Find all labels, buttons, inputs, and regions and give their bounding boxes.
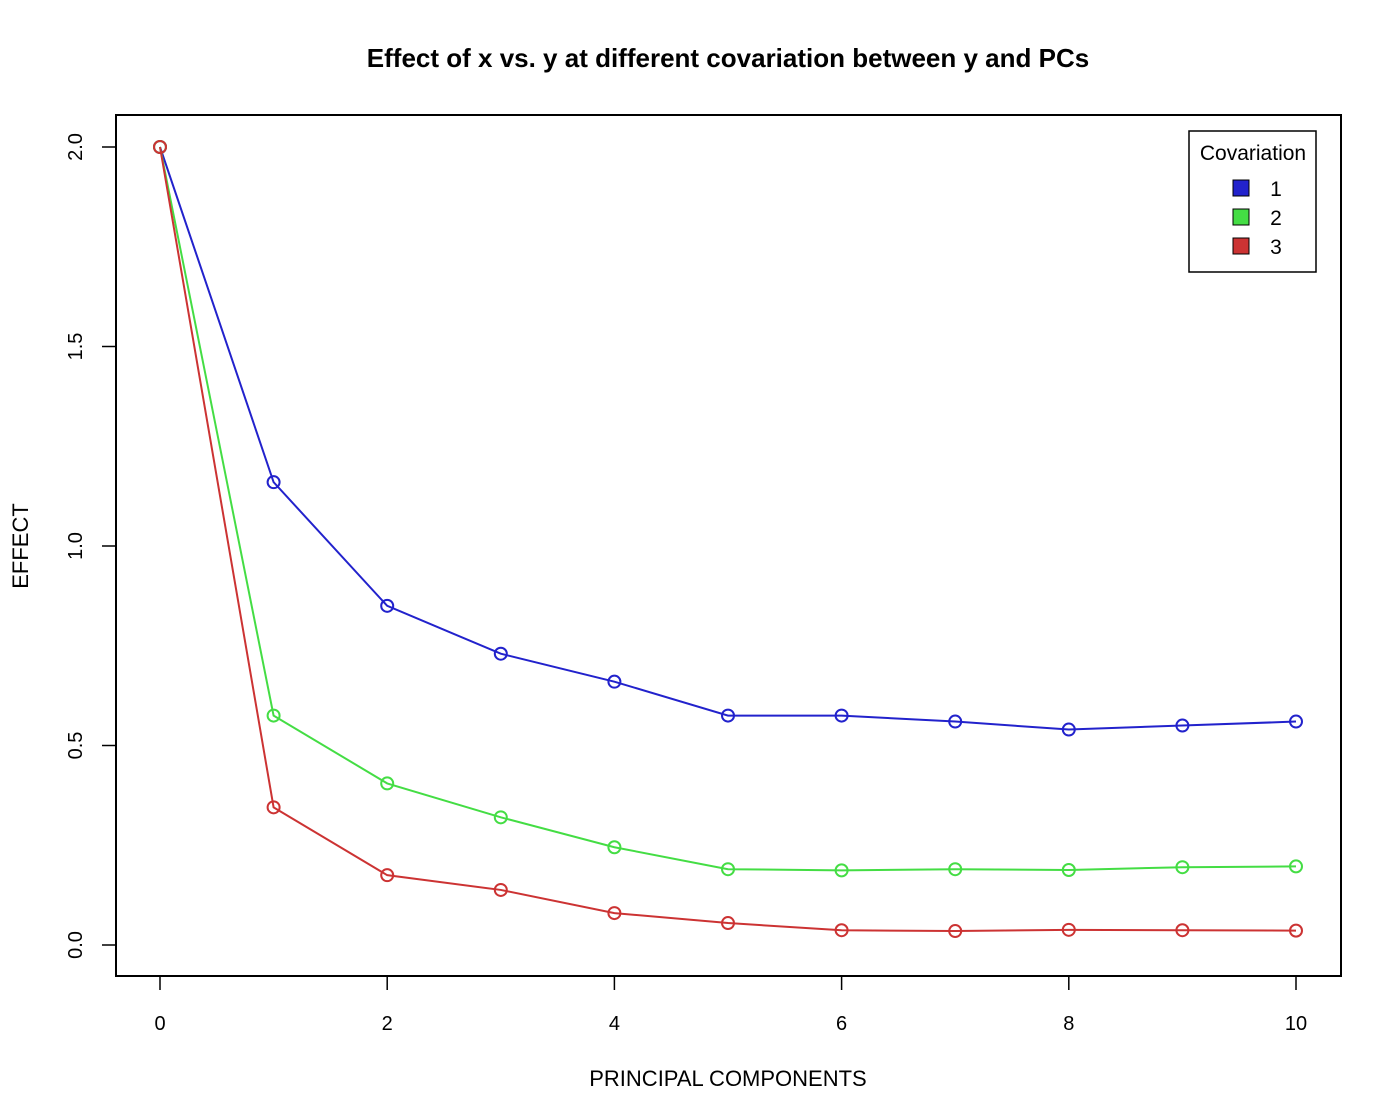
series-2 (153, 140, 1303, 878)
legend-item: 2 (1232, 207, 1282, 230)
series-3 (153, 140, 1303, 939)
data-point (1175, 718, 1190, 733)
series-line (159, 146, 1297, 933)
legend-item: 3 (1232, 236, 1282, 259)
series-line (159, 146, 1297, 731)
y-tick-label: 0.5 (65, 732, 87, 760)
data-point (1289, 923, 1303, 938)
data-point (1175, 860, 1190, 875)
legend-label: 2 (1270, 207, 1282, 230)
data-point (834, 923, 849, 938)
legend-box (1188, 130, 1317, 273)
legend-item: 1 (1232, 178, 1282, 201)
x-tick-label: 10 (1285, 1013, 1307, 1035)
data-point (721, 916, 735, 931)
plot-frame (115, 114, 1342, 977)
data-point (948, 862, 963, 877)
x-tick-label: 8 (1063, 1013, 1074, 1035)
chart-title: Effect of x vs. y at different covariati… (367, 43, 1089, 73)
data-point (493, 810, 508, 825)
data-point (1289, 859, 1303, 874)
data-point (607, 906, 622, 921)
data-point (834, 708, 849, 723)
data-point (1175, 923, 1190, 938)
x-tick-label: 2 (382, 1013, 393, 1035)
x-axis: 0 2 4 6 8 10 (154, 975, 1307, 1035)
data-point (948, 714, 963, 729)
data-point (1061, 722, 1076, 737)
data-point (607, 674, 622, 689)
data-point (721, 862, 735, 877)
data-point (721, 708, 735, 723)
legend: Covariation 1 2 3 (1188, 130, 1317, 273)
x-tick-label: 6 (836, 1013, 847, 1035)
legend-swatch (1232, 237, 1250, 255)
data-point (266, 800, 281, 815)
y-tick-label: 1.5 (65, 333, 87, 361)
data-point (834, 863, 849, 878)
data-point (380, 598, 395, 613)
data-point (1061, 862, 1076, 877)
data-point (493, 882, 508, 897)
y-axis-label: EFFECT (8, 503, 33, 589)
legend-label: 1 (1270, 178, 1282, 201)
data-point (948, 924, 963, 939)
data-point (607, 840, 622, 855)
data-point (493, 646, 508, 661)
series-line (159, 146, 1297, 872)
y-tick-label: 1.0 (65, 532, 87, 560)
x-tick-label: 4 (609, 1013, 620, 1035)
data-point (153, 140, 167, 154)
legend-label: 3 (1270, 236, 1282, 259)
data-point (1061, 922, 1076, 937)
data-point (380, 776, 395, 791)
x-tick-label: 0 (154, 1013, 165, 1035)
y-tick-label: 2.0 (65, 133, 87, 161)
data-point (266, 708, 281, 723)
y-axis: 0.0 0.5 1.0 1.5 2.0 (65, 133, 117, 959)
y-tick-label: 0.0 (65, 931, 87, 959)
legend-title: Covariation (1200, 142, 1306, 165)
legend-swatch (1232, 208, 1250, 226)
legend-swatch (1232, 179, 1250, 197)
series-layer (153, 140, 1303, 939)
data-point (380, 868, 395, 883)
data-point (1289, 714, 1303, 729)
x-axis-label: PRINCIPAL COMPONENTS (589, 1066, 866, 1091)
data-point (266, 475, 281, 490)
series-1 (153, 140, 1303, 737)
